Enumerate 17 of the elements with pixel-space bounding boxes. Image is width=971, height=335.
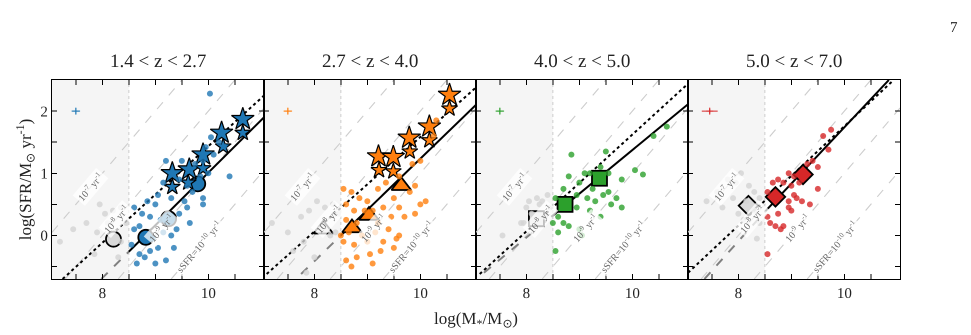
y-tick-label: 2 — [40, 104, 48, 120]
chart-title: 1.4 < z < 2.7 — [110, 51, 206, 72]
chart-title: 5.0 < z < 7.0 — [746, 51, 842, 72]
x-tick-label: 10 — [412, 286, 428, 302]
x-tick-label: 8 — [98, 286, 106, 302]
y-tick-label: 0 — [40, 228, 48, 245]
chart-title: 4.0 < z < 5.0 — [534, 51, 630, 72]
x-tick-label: 8 — [310, 286, 318, 302]
x-tick-label: 10 — [624, 286, 640, 302]
x-tick-label: 8 — [734, 286, 742, 302]
y-tick-label: 1 — [40, 166, 48, 183]
chart-title: 2.7 < z < 4.0 — [322, 51, 418, 72]
x-tick-label: 8 — [522, 286, 530, 302]
x-tick-label: 10 — [200, 286, 216, 302]
text: 7 — [950, 20, 958, 36]
x-tick-label: 10 — [836, 286, 852, 302]
x-axis-title: log(M$_{*}$/M$_{⊙}$) — [434, 309, 518, 331]
